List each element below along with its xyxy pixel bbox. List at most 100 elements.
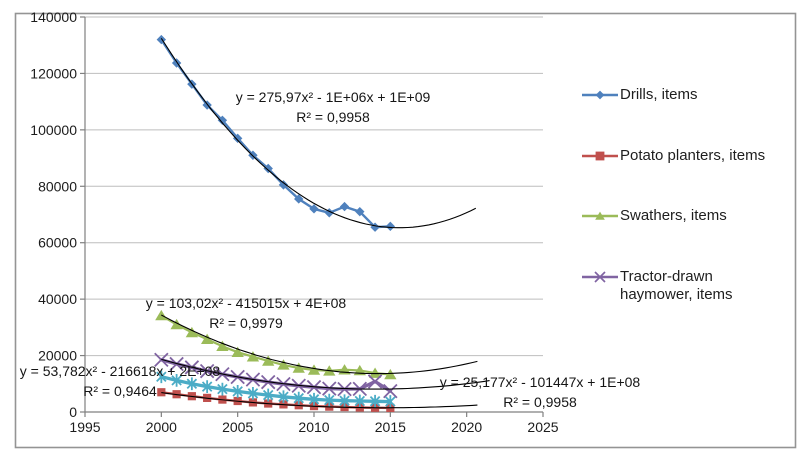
asterisk-marker-icon [201, 380, 213, 394]
y-axis-label: 100000 [30, 122, 77, 138]
trendline-equation-drills[interactable]: y = 275,97x² - 1E+06x + 1E+09 R² = 0,995… [236, 87, 431, 127]
equation-text: y = 25,177x² - 101447x + 1E+08 [439, 374, 641, 390]
diamond-marker-icon [232, 133, 243, 144]
square-marker-icon [595, 151, 605, 161]
asterisk-marker-icon [324, 393, 335, 407]
trendline-swathers-items[interactable] [161, 314, 478, 375]
asterisk-marker-icon [385, 395, 396, 408]
asterisk-marker-icon [247, 386, 259, 400]
diamond-marker-icon [217, 115, 228, 125]
y-axis-label: 40000 [38, 291, 77, 307]
trendline-potato-planters-items[interactable] [161, 392, 478, 409]
chart-border [14, 12, 797, 449]
y-axis-label: 80000 [38, 178, 77, 194]
series-drills-items[interactable] [156, 34, 396, 232]
trendline-equation-potato-planters[interactable]: y = 25,177x² - 101447x + 1E+08 R² = 0,99… [440, 372, 640, 412]
triangle-marker-icon [185, 326, 199, 338]
y-axis-label: 60000 [38, 235, 77, 251]
trendline-drills-items[interactable] [160, 38, 477, 229]
diamond-marker-icon [294, 194, 304, 204]
y-axis-label: 0 [69, 404, 77, 420]
axes [80, 16, 544, 417]
r-squared-text: R² = 0,9958 [503, 394, 577, 410]
x-axis-label: 2000 [146, 419, 177, 435]
diamond-marker-icon [202, 100, 212, 110]
legend-label: Drills, items [620, 86, 698, 103]
asterisk-marker-icon [156, 370, 167, 384]
legend-item-potato-planters[interactable]: Potato planters, items [582, 147, 788, 165]
legend-marker-svg [582, 90, 618, 100]
legend-item-swathers[interactable]: Swathers, items [582, 207, 788, 225]
x-axis-label: 2010 [298, 419, 329, 435]
diamond-marker-icon [582, 88, 618, 102]
trendline-tractor-drawn-haymower-items[interactable] [161, 358, 490, 390]
x-marker-icon [383, 383, 398, 399]
triangle-marker-icon [292, 362, 305, 373]
asterisk-marker-icon [308, 392, 320, 406]
equation-text: y = 275,97x² - 1E+06x + 1E+09 [235, 89, 431, 105]
diamond-marker-icon [595, 90, 605, 100]
x-axis-label: 2025 [527, 419, 558, 435]
legend-marker-svg [582, 151, 618, 161]
x-marker-icon [582, 270, 618, 284]
asterisk-marker-icon [186, 377, 198, 391]
triangle-marker-icon [170, 318, 183, 330]
series-line [160, 38, 392, 229]
diamond-marker-icon [309, 204, 319, 214]
series-line [159, 375, 392, 404]
diamond-marker-icon [385, 221, 396, 232]
x-marker-icon [322, 381, 337, 396]
triangle-marker-icon [216, 340, 229, 352]
triangle-marker-icon [307, 364, 321, 375]
trendline-equation-swathers[interactable]: y = 103,02x² - 415015x + 4E+08 R² = 0,99… [146, 293, 346, 333]
series-series-5[interactable] [156, 370, 396, 408]
legend-item-tractor-drawn-haymower[interactable]: Tractor-drawn haymower, items [582, 268, 788, 304]
x-axis-label: 2020 [451, 419, 482, 435]
y-axis-label: 140000 [30, 9, 77, 25]
x-marker-icon [367, 374, 383, 389]
series-line [160, 314, 392, 376]
x-marker-icon [594, 271, 606, 283]
legend-item-drills[interactable]: Drills, items [582, 86, 788, 104]
series-swathers-items[interactable] [155, 309, 397, 380]
triangle-marker-icon [262, 355, 275, 366]
legend-label: Swathers, items [620, 207, 727, 224]
triangle-marker-icon [384, 368, 397, 380]
x-axis-label: 1995 [69, 419, 100, 435]
triangle-marker-icon [231, 346, 244, 357]
diamond-marker-icon [339, 201, 350, 212]
asterisk-marker-icon [293, 391, 304, 405]
asterisk-marker-icon [217, 382, 228, 396]
asterisk-marker-icon [171, 374, 182, 387]
triangle-marker-icon [595, 211, 605, 220]
legend-marker-svg [582, 211, 618, 220]
legend-label: Potato planters, items [620, 147, 766, 164]
axis-labels: 0 20000 40000 60000 80000 100000 120000 140000 1… [30, 9, 558, 435]
trendline-equation-haymower[interactable]: y = 53,782x² - 216618x + 2E+08 R² = 0,94… [20, 361, 220, 401]
triangle-marker-icon [277, 359, 290, 370]
asterisk-marker-icon [262, 388, 274, 402]
square-marker-icon [157, 388, 166, 397]
y-axis-label: 20000 [38, 348, 77, 364]
asterisk-marker-icon [278, 390, 289, 404]
x-axis-label: 2005 [222, 419, 253, 435]
r-squared-text: R² = 0,9979 [209, 315, 283, 331]
equation-text: y = 53,782x² - 216618x + 2E+08 [19, 363, 221, 379]
asterisk-marker-icon [339, 394, 350, 408]
legend-marker-svg [582, 271, 618, 283]
asterisk-marker-icon [354, 394, 366, 408]
equation-text: y = 103,02x² - 415015x + 4E+08 [145, 295, 347, 311]
x-marker-icon [337, 381, 352, 397]
x-axis-label: 2015 [375, 419, 406, 435]
diamond-marker-icon [278, 180, 289, 190]
triangle-marker-icon [246, 351, 260, 362]
triangle-marker-icon [368, 367, 382, 378]
triangle-marker-icon [582, 209, 618, 223]
gridlines [85, 16, 543, 357]
asterisk-marker-icon [369, 394, 381, 408]
diamond-marker-icon [355, 206, 365, 217]
diamond-marker-icon [263, 163, 273, 174]
square-marker-icon [582, 149, 618, 163]
